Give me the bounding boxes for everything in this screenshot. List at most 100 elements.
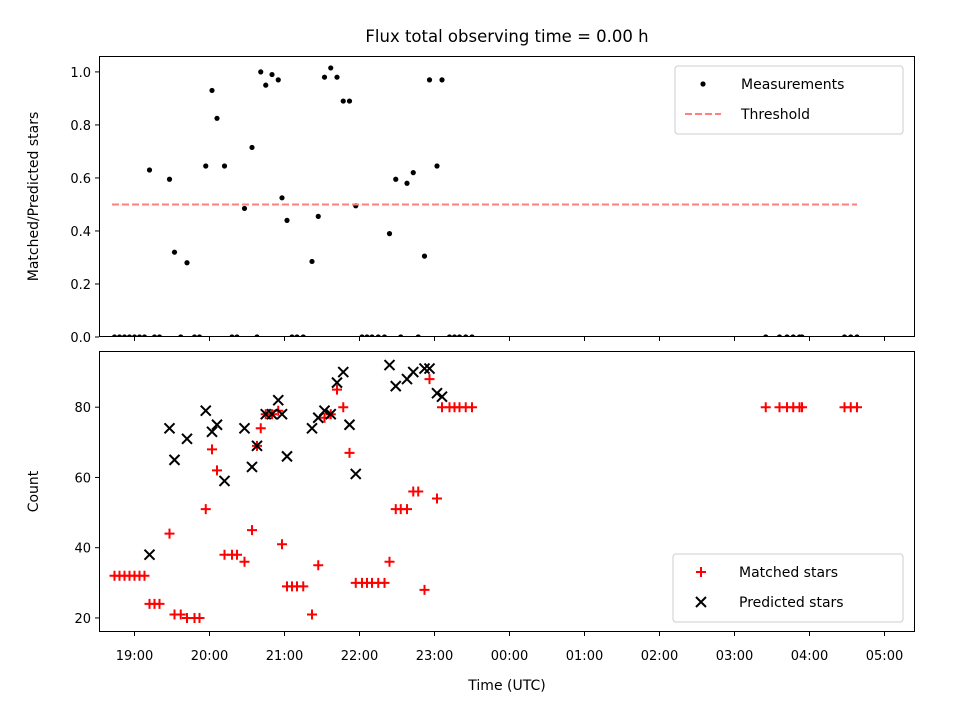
bottom-panel: 20 40 60 80 19:00 20:00 21:00 22:00 23:00 00:00 01… (26, 351, 915, 664)
plot-frame (99, 56, 915, 337)
predicted-stars-point (211, 419, 223, 431)
y-tick-label: 80 (74, 401, 91, 416)
x-tick-label: 04:00 (791, 649, 828, 664)
top-panel: 0.0 0.2 0.4 0.6 0.8 1.0 Matched/Predicted star… (26, 56, 915, 346)
measurement-point (340, 98, 346, 104)
y-tick-label: 0.4 (70, 225, 91, 240)
matched-stars-point (384, 556, 395, 567)
measurement-point (221, 163, 228, 169)
matched-stars-point (432, 493, 442, 504)
measurement-point (434, 163, 440, 169)
y-tick-label: 0.2 (70, 278, 91, 293)
matched-stars-point (424, 374, 435, 385)
predicted-stars-point (246, 461, 258, 473)
y-axis-label: Matched/Predicted stars (26, 112, 42, 282)
matched-stars-point (419, 584, 430, 595)
predicted-stars-point (350, 468, 362, 480)
y-tick-label: 0.6 (70, 172, 91, 187)
predicted-stars-point (276, 408, 288, 420)
measurement-point (209, 87, 215, 94)
measurement-point (284, 217, 290, 223)
legend-label: Predicted stars (739, 595, 844, 611)
legend-swatch (696, 567, 706, 577)
plot-frame (99, 351, 915, 632)
predicted-stars-point (181, 433, 193, 445)
measurement-point (146, 167, 153, 173)
legend-label: Matched stars (739, 565, 838, 581)
chart-title: Flux total observing time = 0.00 h (365, 27, 648, 46)
measurement-point (346, 98, 353, 104)
matched-stars-point (277, 539, 287, 550)
measurement-point (404, 180, 410, 186)
legend-label: Measurements (741, 77, 844, 93)
matched-stars-point (239, 556, 250, 567)
legend-label: Threshold (740, 107, 810, 123)
measurement-point (421, 253, 428, 259)
predicted-stars-point (168, 454, 181, 466)
y-tick-label: 1.0 (70, 66, 91, 81)
y-tick-label: 0.0 (70, 331, 91, 346)
series-predicted-stars (143, 359, 448, 561)
predicted-stars-point (251, 440, 263, 452)
measurement-point (279, 195, 285, 201)
x-tick-label: 03:00 (716, 649, 753, 664)
measurement-point (334, 74, 340, 80)
predicted-stars-point (407, 366, 419, 378)
measurement-point (315, 213, 321, 219)
y-tick-label: 0.8 (70, 119, 91, 134)
matched-stars-point (200, 504, 211, 515)
predicted-stars-point (423, 362, 436, 375)
predicted-stars-point (281, 450, 293, 463)
matched-stars-point (194, 612, 205, 623)
measurement-point (249, 144, 255, 151)
predicted-stars-point (325, 408, 337, 420)
matched-stars-point (212, 465, 222, 476)
predicted-stars-point (337, 366, 349, 378)
y-tick-label: 40 (74, 542, 91, 557)
predicted-stars-point (163, 422, 176, 434)
measurement-point (203, 163, 209, 169)
predicted-stars-point (418, 362, 431, 375)
predicted-stars-point (266, 408, 278, 420)
predicted-stars-point (306, 422, 318, 434)
predicted-stars-point (218, 475, 231, 487)
x-tick-label: 19:00 (116, 649, 153, 664)
matched-stars-point (207, 444, 217, 455)
measurement-point (171, 249, 178, 255)
matched-stars-point (852, 402, 862, 413)
predicted-stars-point (331, 376, 343, 389)
matched-stars-point (467, 402, 477, 413)
x-tick-label: 05:00 (866, 649, 903, 664)
predicted-stars-point (143, 549, 156, 561)
predicted-stars-point (431, 387, 443, 399)
matched-stars-point (298, 581, 309, 592)
measurement-point (241, 205, 248, 212)
matched-stars-point (232, 549, 242, 560)
matched-stars-point (313, 560, 324, 571)
x-tick-label: 23:00 (416, 649, 453, 664)
measurement-point (321, 74, 328, 80)
y-axis-label: Count (26, 470, 42, 512)
legend-swatch (700, 81, 706, 87)
matched-stars-point (247, 525, 257, 536)
legend-swatch (695, 596, 707, 608)
matched-stars-point (413, 486, 424, 497)
predicted-stars-point (343, 419, 356, 431)
predicted-stars-point (272, 394, 284, 406)
matched-stars-point (307, 609, 317, 620)
measurement-point (184, 260, 190, 266)
measurement-point (166, 176, 173, 182)
measurement-point (269, 71, 275, 78)
predicted-stars-point (206, 426, 218, 438)
measurement-point (439, 77, 445, 83)
x-axis-label: Time (UTC) (467, 678, 545, 694)
matched-stars-point (154, 598, 165, 609)
matched-stars-point (175, 609, 186, 620)
matched-stars-point (344, 447, 355, 458)
predicted-stars-point (383, 359, 396, 371)
measurement-point (328, 65, 334, 71)
measurement-point (309, 258, 315, 265)
x-tick-label: 02:00 (641, 649, 678, 664)
predicted-stars-point (238, 422, 251, 434)
